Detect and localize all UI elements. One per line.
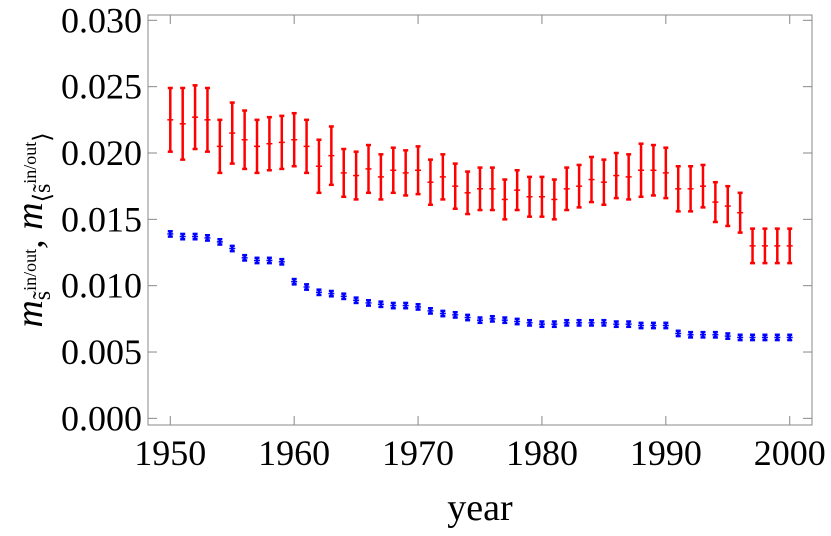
y-tick-label: 0.020 bbox=[61, 133, 142, 173]
y-tick-label: 0.000 bbox=[61, 398, 142, 438]
y-tick-label: 0.010 bbox=[61, 266, 142, 306]
y-label-part: in/out bbox=[20, 142, 40, 184]
x-tick-label: 1950 bbox=[134, 433, 206, 473]
y-tick-label: 0.015 bbox=[61, 199, 142, 239]
y-label-part: m bbox=[9, 300, 51, 327]
x-tick-label: 1980 bbox=[506, 433, 578, 473]
y-tick-label: 0.005 bbox=[61, 332, 142, 372]
x-tick-label: 1960 bbox=[258, 433, 330, 473]
y-label-part: ⟩ bbox=[30, 132, 56, 141]
y-tick-label: 0.030 bbox=[61, 0, 142, 40]
y-label-part: , m bbox=[9, 202, 51, 248]
x-axis-label: year bbox=[447, 487, 513, 529]
y-label-part: s̃ bbox=[30, 291, 56, 300]
x-tick-label: 1970 bbox=[382, 433, 454, 473]
y-axis-label: ms̃in/out, m⟨s̃in/out⟩ bbox=[9, 132, 56, 327]
x-tick-label: 2000 bbox=[754, 433, 826, 473]
plot-frame bbox=[147, 14, 813, 426]
y-tick-label: 0.025 bbox=[61, 67, 142, 107]
y-label-part: ⟨s̃ bbox=[30, 184, 56, 203]
x-tick-label: 1990 bbox=[630, 433, 702, 473]
y-label-part: in/out bbox=[20, 249, 40, 291]
